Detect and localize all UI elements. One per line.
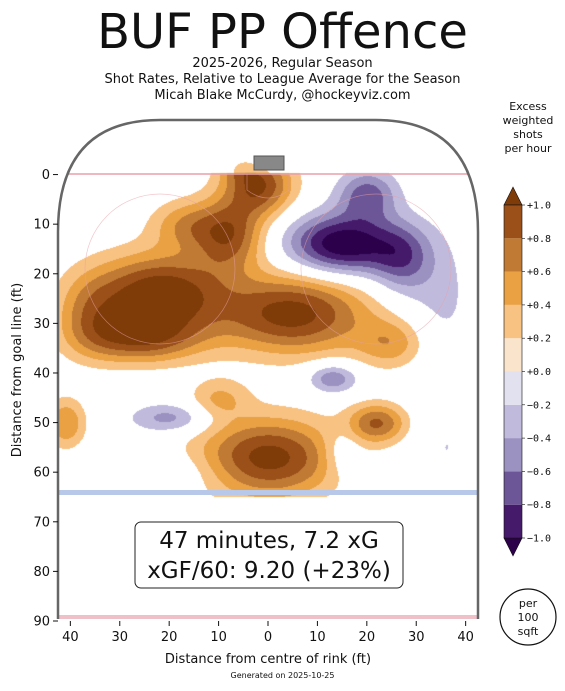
y-tick-label: 30 — [33, 317, 50, 332]
x-tick-label: 40 — [457, 630, 474, 645]
colorbar-title: Excess weighted shots per hour — [488, 100, 565, 156]
subtitle-season: 2025-2026, Regular Season — [192, 56, 373, 71]
colorbar-tick-label: +0.8 — [527, 234, 551, 245]
colorbar-band — [504, 205, 522, 239]
y-tick-label: 0 — [42, 168, 50, 183]
colorbar-extend-high — [503, 186, 523, 206]
y-tick-label: 40 — [33, 366, 50, 381]
colorbar-tick-label: +0.0 — [527, 367, 551, 378]
annotation-xgf-rate: xGF/60: 9.20 (+23%) — [147, 558, 391, 584]
x-tick-label: 10 — [210, 630, 227, 645]
goal-net — [253, 155, 285, 171]
colorbar-band — [504, 338, 522, 372]
colorbar-title-line: Excess — [509, 100, 547, 113]
blue-line — [58, 490, 478, 495]
unit-badge: per 100 sqft — [499, 588, 557, 646]
colorbar-tick-label: +0.4 — [527, 300, 551, 311]
x-tick-label: 0 — [264, 630, 272, 645]
goal-crease — [246, 174, 290, 199]
faceoff-circle-left — [84, 193, 236, 345]
colorbar-band — [504, 304, 522, 339]
y-tick-label: 10 — [33, 218, 50, 233]
subtitle-author: Micah Blake McCurdy, @hockeyviz.com — [154, 88, 411, 103]
y-axis: 0 10 20 30 40 50 60 70 80 90 — [33, 168, 58, 630]
colorbar-tick-label: −0.6 — [527, 467, 551, 478]
y-tick-label: 50 — [33, 416, 50, 431]
colorbar: −1.0 −0.8 −0.6 −0.4 −0.2 +0.0 +0.2 +0.4 +0.6 +0.8… — [503, 186, 551, 557]
colorbar-tick-label: +0.6 — [527, 267, 551, 278]
unit-badge-circle — [499, 588, 557, 646]
colorbar-tick-label: −1.0 — [527, 534, 551, 545]
y-tick-label: 90 — [33, 615, 50, 630]
colorbar-tick-label: −0.4 — [527, 434, 551, 445]
colorbar-tick-label: −0.2 — [527, 400, 551, 411]
unit-badge-line: sqft — [518, 625, 539, 638]
faceoff-circle-right — [300, 193, 452, 345]
x-tick-label: 30 — [408, 630, 425, 645]
y-tick-label: 60 — [33, 466, 50, 481]
colorbar-band — [504, 271, 522, 305]
chart-title: BUF PP Offence — [97, 4, 468, 60]
subtitle-description: Shot Rates, Relative to League Average f… — [104, 72, 461, 87]
colorbar-band — [504, 504, 522, 538]
rink-boards — [56, 118, 480, 619]
annotation-minutes-xg: 47 minutes, 7.2 xG — [159, 528, 379, 554]
colorbar-title-line: weighted — [502, 114, 554, 127]
x-tick-label: 40 — [62, 630, 79, 645]
generated-date: Generated on 2025-10-25 — [230, 671, 335, 680]
y-axis-label: Distance from goal line (ft) — [10, 283, 25, 457]
y-tick-label: 20 — [33, 267, 50, 282]
x-tick-label: 20 — [161, 630, 178, 645]
colorbar-extend-low — [503, 537, 523, 557]
colorbar-band — [504, 438, 522, 472]
unit-badge-line: 100 — [518, 611, 539, 624]
colorbar-band — [504, 404, 522, 439]
x-axis: 40 30 20 10 0 10 20 30 40 — [62, 621, 474, 645]
x-tick-label: 20 — [359, 630, 376, 645]
centre-red-line — [58, 615, 478, 619]
colorbar-tick-label: +0.2 — [527, 334, 551, 345]
x-tick-label: 10 — [309, 630, 326, 645]
unit-badge-line: per — [519, 597, 538, 610]
colorbar-title-line: per hour — [504, 142, 552, 155]
summary-annotation: 47 minutes, 7.2 xG xGF/60: 9.20 (+23%) — [134, 521, 404, 589]
rink-markings — [58, 173, 478, 619]
x-tick-label: 30 — [111, 630, 128, 645]
x-axis-label: Distance from centre of rink (ft) — [165, 652, 371, 667]
colorbar-tick-label: −0.8 — [527, 500, 551, 511]
colorbar-title-line: shots — [513, 128, 543, 141]
y-tick-label: 70 — [33, 515, 50, 530]
colorbar-band — [504, 371, 522, 405]
y-tick-label: 80 — [33, 565, 50, 580]
annotation-box — [134, 521, 404, 589]
colorbar-tick-label: +1.0 — [527, 201, 551, 212]
colorbar-band — [504, 471, 522, 505]
colorbar-band — [504, 238, 522, 272]
